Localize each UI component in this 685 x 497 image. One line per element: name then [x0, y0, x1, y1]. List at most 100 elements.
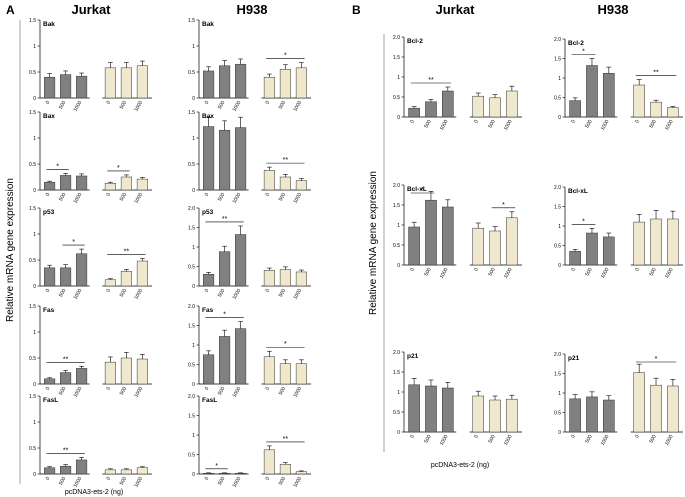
- chart13-xtick-label-5: 1000: [664, 267, 675, 280]
- chart5-xtick-label-0: 0: [204, 288, 211, 294]
- chart0-xtick-label-0: 0: [45, 100, 52, 106]
- chart0-ytick-label: 0.5: [29, 70, 36, 76]
- chart14-bar-2: [442, 387, 454, 433]
- chart7-title: Fas: [202, 307, 214, 314]
- chart2-sig-label-1: *: [117, 165, 120, 172]
- chart0-bar-5: [136, 65, 148, 99]
- chart7-ytick-label: 1.5: [188, 324, 195, 330]
- chart13-ytick-label: 1.5: [554, 205, 561, 211]
- chart2-bar-0: [44, 181, 56, 191]
- chart7-ytick-label: 1: [192, 343, 195, 349]
- chart3-xtick-label-4: 500: [278, 192, 287, 202]
- chart9-xtick-label-1: 500: [217, 476, 226, 486]
- chart1-bar-3: [263, 76, 275, 99]
- chart1-bar-4: [279, 69, 291, 99]
- chart12-sig-label-0: *: [421, 187, 424, 194]
- chart12-bar-4: [489, 230, 501, 266]
- chart9-xtick-label-2: 1000: [232, 476, 243, 489]
- chart1-xtick-label-1: 500: [217, 100, 226, 110]
- chart14-xtick-label-5: 1000: [503, 434, 514, 447]
- chart15-bar-0: [569, 398, 581, 433]
- chart0-xtick-label-3: 0: [106, 100, 113, 106]
- chart3-xtick-label-3: 0: [265, 192, 272, 198]
- chart1-bar-5: [295, 67, 307, 99]
- chart2-xtick-label-5: 1000: [133, 192, 144, 205]
- chart13-bar-4: [650, 218, 662, 266]
- chart13-xtick-label-3: 0: [634, 267, 641, 273]
- chart5-bar-3: [263, 270, 275, 287]
- chart10-bar-0: [408, 107, 420, 118]
- chart15-ytick-label: 0.5: [554, 411, 561, 417]
- chart5-bar-2: [235, 234, 247, 287]
- chart9-xtick-label-4: 500: [278, 476, 287, 486]
- chart11-ytick-label: 0.5: [554, 96, 561, 102]
- chart1-sig-label-0: *: [284, 53, 287, 60]
- chart7-sig-label-0: *: [223, 312, 226, 319]
- chart12-xtick-label-4: 500: [487, 267, 496, 277]
- chart7-bar-3: [263, 356, 275, 385]
- chart10-ytick-label: 1.5: [393, 55, 400, 61]
- chart6-bar-3: [104, 361, 116, 385]
- chart9-bar-0: [203, 472, 215, 475]
- chart15-ytick-label: 0: [558, 430, 561, 436]
- chart12-bar-2: [442, 206, 454, 266]
- chart12-title: Bcl-xL: [407, 186, 427, 193]
- chart9-bar-2: [235, 472, 247, 475]
- chart4-sig-label-0: *: [72, 239, 75, 246]
- panel-b-xlabel: pcDNA3-ets-2 (ng): [431, 462, 489, 469]
- chart12-ytick-label: 1: [397, 223, 400, 229]
- chart4-xtick-label-4: 500: [119, 288, 128, 298]
- chart14-bar-0: [408, 384, 420, 433]
- chart2-xtick-label-1: 500: [58, 192, 67, 202]
- chart7-ytick-label: 2.0: [188, 304, 195, 310]
- chart7-sig-label-1: *: [284, 341, 287, 348]
- chart8-xtick-label-2: 1000: [73, 476, 84, 489]
- panel-a-ylabel: Relative mRNA gene expression: [5, 178, 16, 322]
- chart5-ytick-label: 0: [192, 284, 195, 290]
- chart11-bar-3: [633, 84, 645, 118]
- chart3-bar-0: [203, 126, 215, 191]
- chart9-bar-3: [263, 449, 275, 475]
- chart1-bar-1: [219, 65, 231, 99]
- chart10-xtick-label-3: 0: [473, 119, 480, 125]
- chart4-bar-1: [60, 267, 72, 287]
- panel-a-letter: A: [6, 3, 15, 17]
- chart4-ytick-label: 0.5: [29, 258, 36, 264]
- chart13-xtick-label-4: 500: [648, 267, 657, 277]
- chart15-bar-2: [603, 399, 615, 433]
- chart15-ytick-label: 1: [558, 391, 561, 397]
- chart15-bar-4: [650, 384, 662, 433]
- chart9-ytick-label: 2.0: [188, 394, 195, 400]
- chart8-bar-5: [136, 467, 148, 475]
- chart1-bar-2: [235, 63, 247, 99]
- chart10-xtick-label-1: 500: [423, 119, 432, 129]
- chart1-ytick-label: 1: [192, 44, 195, 50]
- chart1-xtick-label-4: 500: [278, 100, 287, 110]
- chart8-bar-2: [76, 459, 88, 475]
- panel-b-ylabel: Relative mRNA gene expression: [368, 171, 379, 315]
- chart11-xtick-label-1: 500: [584, 119, 593, 129]
- chart2-xtick-label-4: 500: [119, 192, 128, 202]
- chart15-ytick-label: 2.0: [554, 352, 561, 358]
- chart2-title: Bax: [43, 113, 55, 120]
- chart9-bar-4: [279, 464, 291, 475]
- chart6-xtick-label-2: 1000: [73, 386, 84, 399]
- chart5-xtick-label-2: 1000: [232, 288, 243, 301]
- chart11-bar-2: [603, 73, 615, 118]
- chart7-xtick-label-1: 500: [217, 386, 226, 396]
- chart0-xtick-label-5: 1000: [133, 100, 144, 113]
- chart12-bar-0: [408, 226, 420, 266]
- chart15-title: p21: [568, 355, 580, 362]
- chart1-xtick-label-5: 1000: [292, 100, 303, 113]
- chart3-xtick-label-2: 1000: [232, 192, 243, 205]
- chart8-ytick-label: 0.5: [29, 446, 36, 452]
- chart14-ytick-label: 0: [397, 430, 400, 436]
- chart1-ytick-label: 1.5: [188, 18, 195, 24]
- chart11-ytick-label: 1.5: [554, 57, 561, 63]
- chart14-bar-4: [489, 399, 501, 433]
- chart10-xtick-label-5: 1000: [503, 119, 514, 132]
- chart10-ytick-label: 0.5: [393, 95, 400, 101]
- chart10-ytick-label: 1: [397, 75, 400, 81]
- chart4-ytick-label: 1.5: [29, 206, 36, 212]
